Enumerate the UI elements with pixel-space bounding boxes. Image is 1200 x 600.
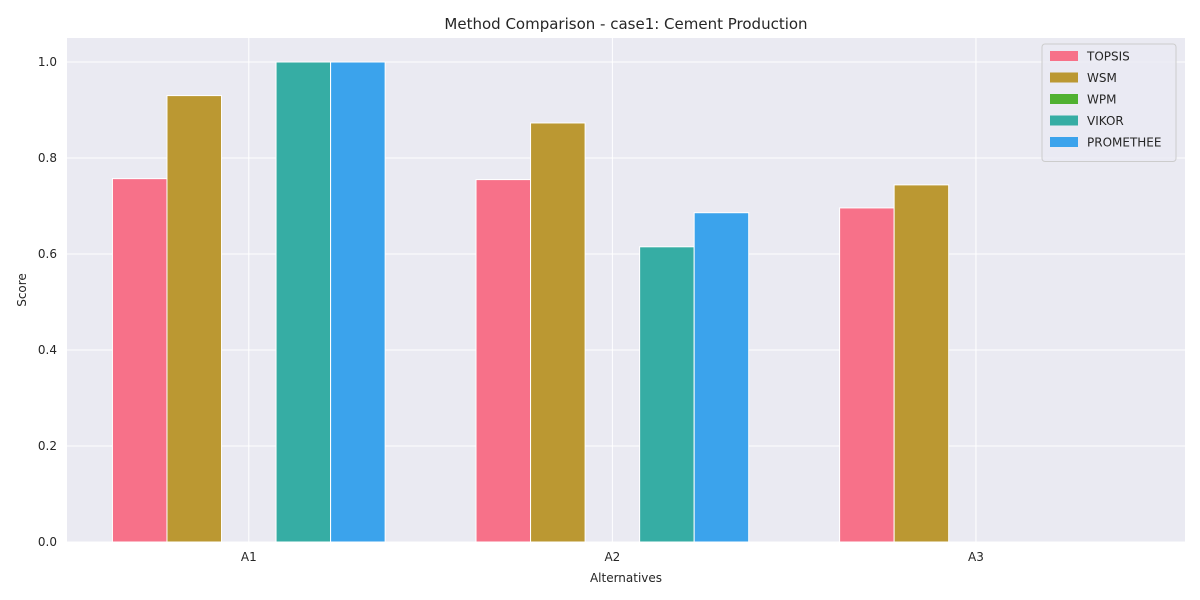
bar-topsis-a3 bbox=[839, 207, 895, 543]
y-tick-label: 0.4 bbox=[38, 343, 57, 357]
legend-swatch-wpm bbox=[1050, 94, 1078, 104]
grid-lines bbox=[67, 38, 1185, 543]
legend-label-wsm: WSM bbox=[1087, 71, 1117, 85]
bar-topsis-a1 bbox=[111, 178, 168, 543]
x-tick-label: A2 bbox=[604, 550, 620, 564]
y-tick-labels: 0.0 0.2 0.4 0.6 0.8 1.0 bbox=[38, 55, 57, 549]
legend-label-vikor: VIKOR bbox=[1087, 114, 1124, 128]
bar-wsm-a1 bbox=[166, 95, 223, 543]
legend-label-topsis: TOPSIS bbox=[1086, 50, 1130, 64]
legend-swatch-wsm bbox=[1050, 72, 1078, 83]
y-axis-label: Score bbox=[15, 273, 29, 307]
bar-vikor-a2 bbox=[639, 246, 695, 543]
legend-label-wpm: WPM bbox=[1087, 93, 1116, 107]
bars bbox=[111, 61, 950, 543]
legend: TOPSIS WSM WPM VIKOR PROMETHEE bbox=[1041, 43, 1177, 162]
legend-swatch-topsis bbox=[1050, 51, 1078, 61]
y-tick-label: 0.0 bbox=[38, 535, 57, 549]
bar-vikor-a1 bbox=[275, 61, 332, 543]
bar-promethee-a2 bbox=[693, 212, 750, 543]
plot-area bbox=[67, 38, 1185, 542]
x-tick-label: A3 bbox=[968, 550, 984, 564]
legend-swatch-vikor bbox=[1050, 115, 1078, 126]
x-axis-label: Alternatives bbox=[590, 571, 662, 585]
bar-topsis-a2 bbox=[475, 179, 532, 543]
y-tick-label: 1.0 bbox=[38, 55, 57, 69]
x-tick-labels: A1 A2 A3 bbox=[241, 550, 984, 564]
bar-promethee-a1 bbox=[330, 61, 386, 543]
y-tick-label: 0.2 bbox=[38, 439, 57, 453]
legend-label-promethee: PROMETHEE bbox=[1087, 136, 1161, 150]
chart-title: Method Comparison - case1: Cement Produc… bbox=[444, 15, 807, 33]
y-tick-label: 0.6 bbox=[38, 247, 57, 261]
bar-wsm-a3 bbox=[893, 184, 950, 543]
legend-swatch-promethee bbox=[1050, 137, 1078, 147]
bar-wsm-a2 bbox=[530, 122, 586, 543]
x-tick-label: A1 bbox=[241, 550, 257, 564]
y-tick-label: 0.8 bbox=[38, 151, 57, 165]
